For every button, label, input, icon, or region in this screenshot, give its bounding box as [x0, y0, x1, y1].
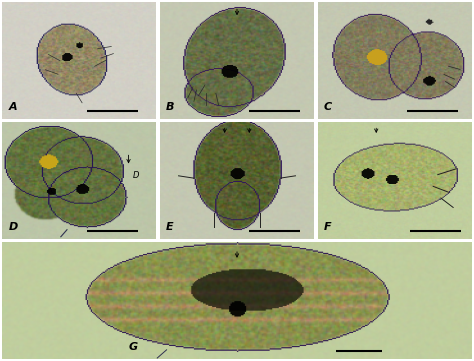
Text: A: A — [9, 102, 17, 112]
Text: B: B — [166, 102, 175, 112]
Text: E: E — [166, 222, 174, 232]
Text: G: G — [129, 342, 138, 352]
Text: D: D — [133, 171, 140, 180]
Text: D: D — [9, 222, 18, 232]
Text: F: F — [324, 222, 331, 232]
Text: C: C — [324, 102, 332, 112]
